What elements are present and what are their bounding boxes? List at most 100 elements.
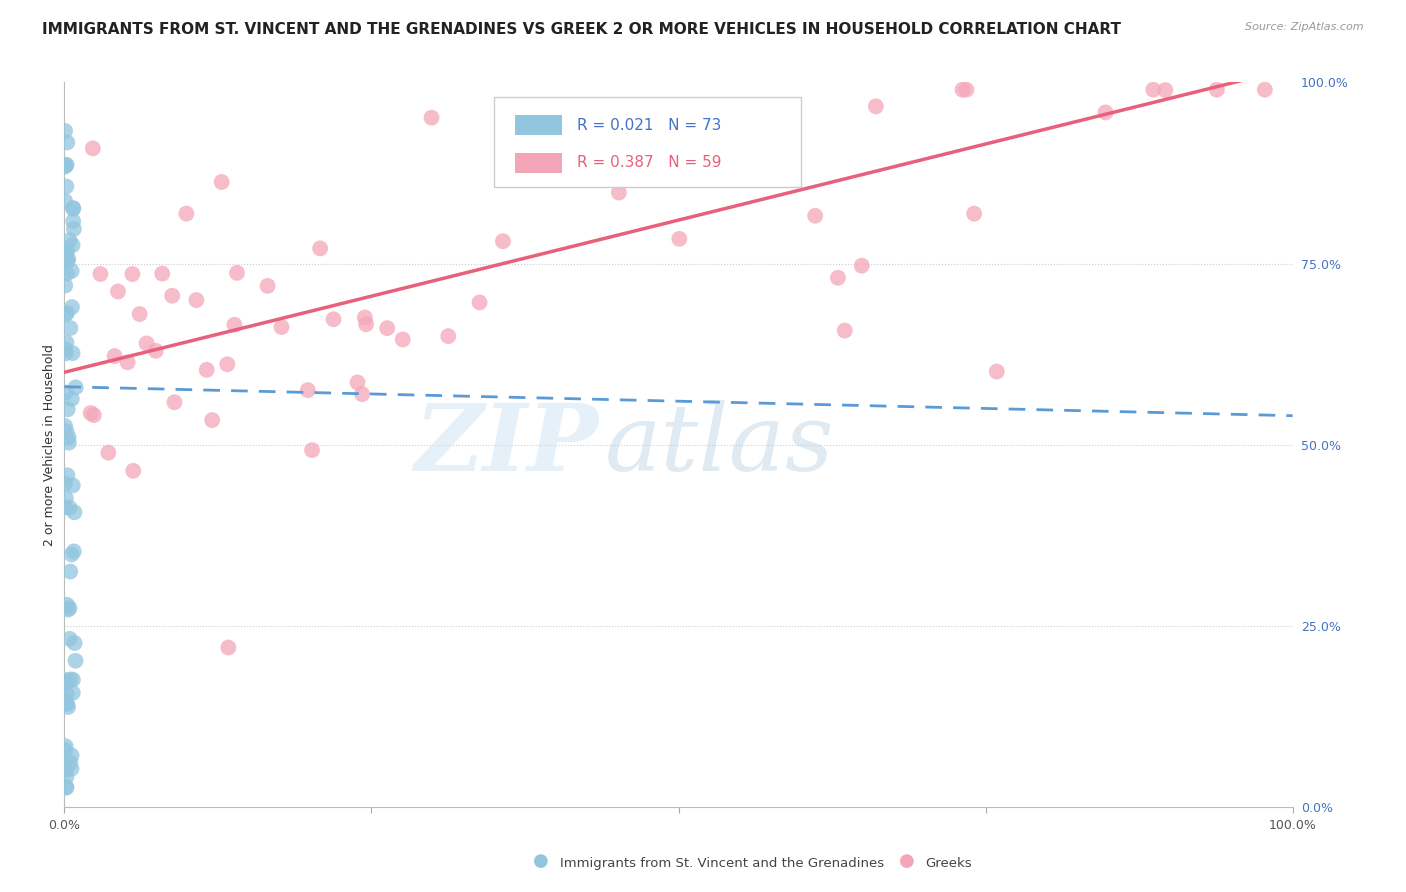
Point [62,346,84,360]
Point [1094,105,1116,120]
Point [55,673,77,688]
Point [56,402,79,417]
Point [53,247,76,261]
Point [62,673,84,687]
Point [195,363,218,377]
Point [955,83,977,97]
Point [62,214,84,228]
Point [865,99,887,113]
Point [224,318,246,332]
Point [354,318,377,332]
Text: atlas: atlas [605,400,834,490]
Point [80,406,103,420]
Point [104,349,127,363]
Point [297,383,319,397]
Text: ZIP: ZIP [415,400,599,490]
Point [107,285,129,299]
Point [82,141,104,155]
Point [62,238,84,252]
Point [986,365,1008,379]
Point [150,267,173,281]
Point [53,342,76,356]
Point [62,478,84,492]
Point [53,278,76,293]
Point [375,321,398,335]
Point [55,780,77,795]
Point [60,392,83,406]
Text: ●: ● [898,852,915,870]
Point [1142,83,1164,97]
Point [55,425,77,439]
Point [53,254,76,268]
Point [60,548,83,562]
Point [135,336,157,351]
Point [56,687,79,701]
Point [834,324,856,338]
Point [437,329,460,343]
Point [65,654,87,668]
Point [270,320,292,334]
Text: IMMIGRANTS FROM ST. VINCENT AND THE GRENADINES VS GREEK 2 OR MORE VEHICLES IN HO: IMMIGRANTS FROM ST. VINCENT AND THE GREN… [42,22,1121,37]
Point [60,748,83,763]
Point [217,640,239,655]
Point [59,565,82,579]
Point [83,408,105,422]
Point [63,544,86,558]
Point [55,780,77,794]
Point [607,186,630,200]
Point [59,673,82,687]
Point [53,419,76,434]
Point [56,697,79,711]
Point [145,343,167,358]
Point [121,267,143,281]
Text: Immigrants from St. Vincent and the Grenadines: Immigrants from St. Vincent and the Gren… [560,856,884,870]
Point [56,306,79,320]
Point [1154,83,1177,97]
Point [55,346,77,360]
Point [963,207,986,221]
Point [58,252,80,266]
Point [468,295,491,310]
Point [59,500,82,515]
Point [55,770,77,784]
FancyBboxPatch shape [495,97,801,187]
Text: ●: ● [533,852,550,870]
Point [55,335,77,350]
Point [1254,83,1277,97]
Point [217,357,239,371]
Point [62,202,84,216]
Point [62,201,84,215]
Point [53,500,76,515]
Point [55,247,77,261]
Point [827,270,849,285]
Point [56,136,79,150]
Text: Greeks: Greeks [925,856,972,870]
Point [65,380,87,394]
Point [391,333,413,347]
Point [56,254,79,268]
Point [55,491,77,505]
Point [201,413,224,427]
Point [256,278,278,293]
Point [89,267,111,281]
Point [53,476,76,491]
Point [97,445,120,459]
Point [346,376,368,390]
Point [122,464,145,478]
Point [63,505,86,519]
Point [353,310,375,325]
Point [53,743,76,757]
Point [163,395,186,409]
Point [160,289,183,303]
Point [59,233,82,247]
Point [804,209,827,223]
Point [58,601,80,615]
Point [55,267,77,281]
Point [62,686,84,700]
Bar [515,153,562,173]
Point [55,763,77,777]
Point [56,602,79,616]
Point [492,234,515,248]
Point [55,158,77,172]
Point [128,307,150,321]
